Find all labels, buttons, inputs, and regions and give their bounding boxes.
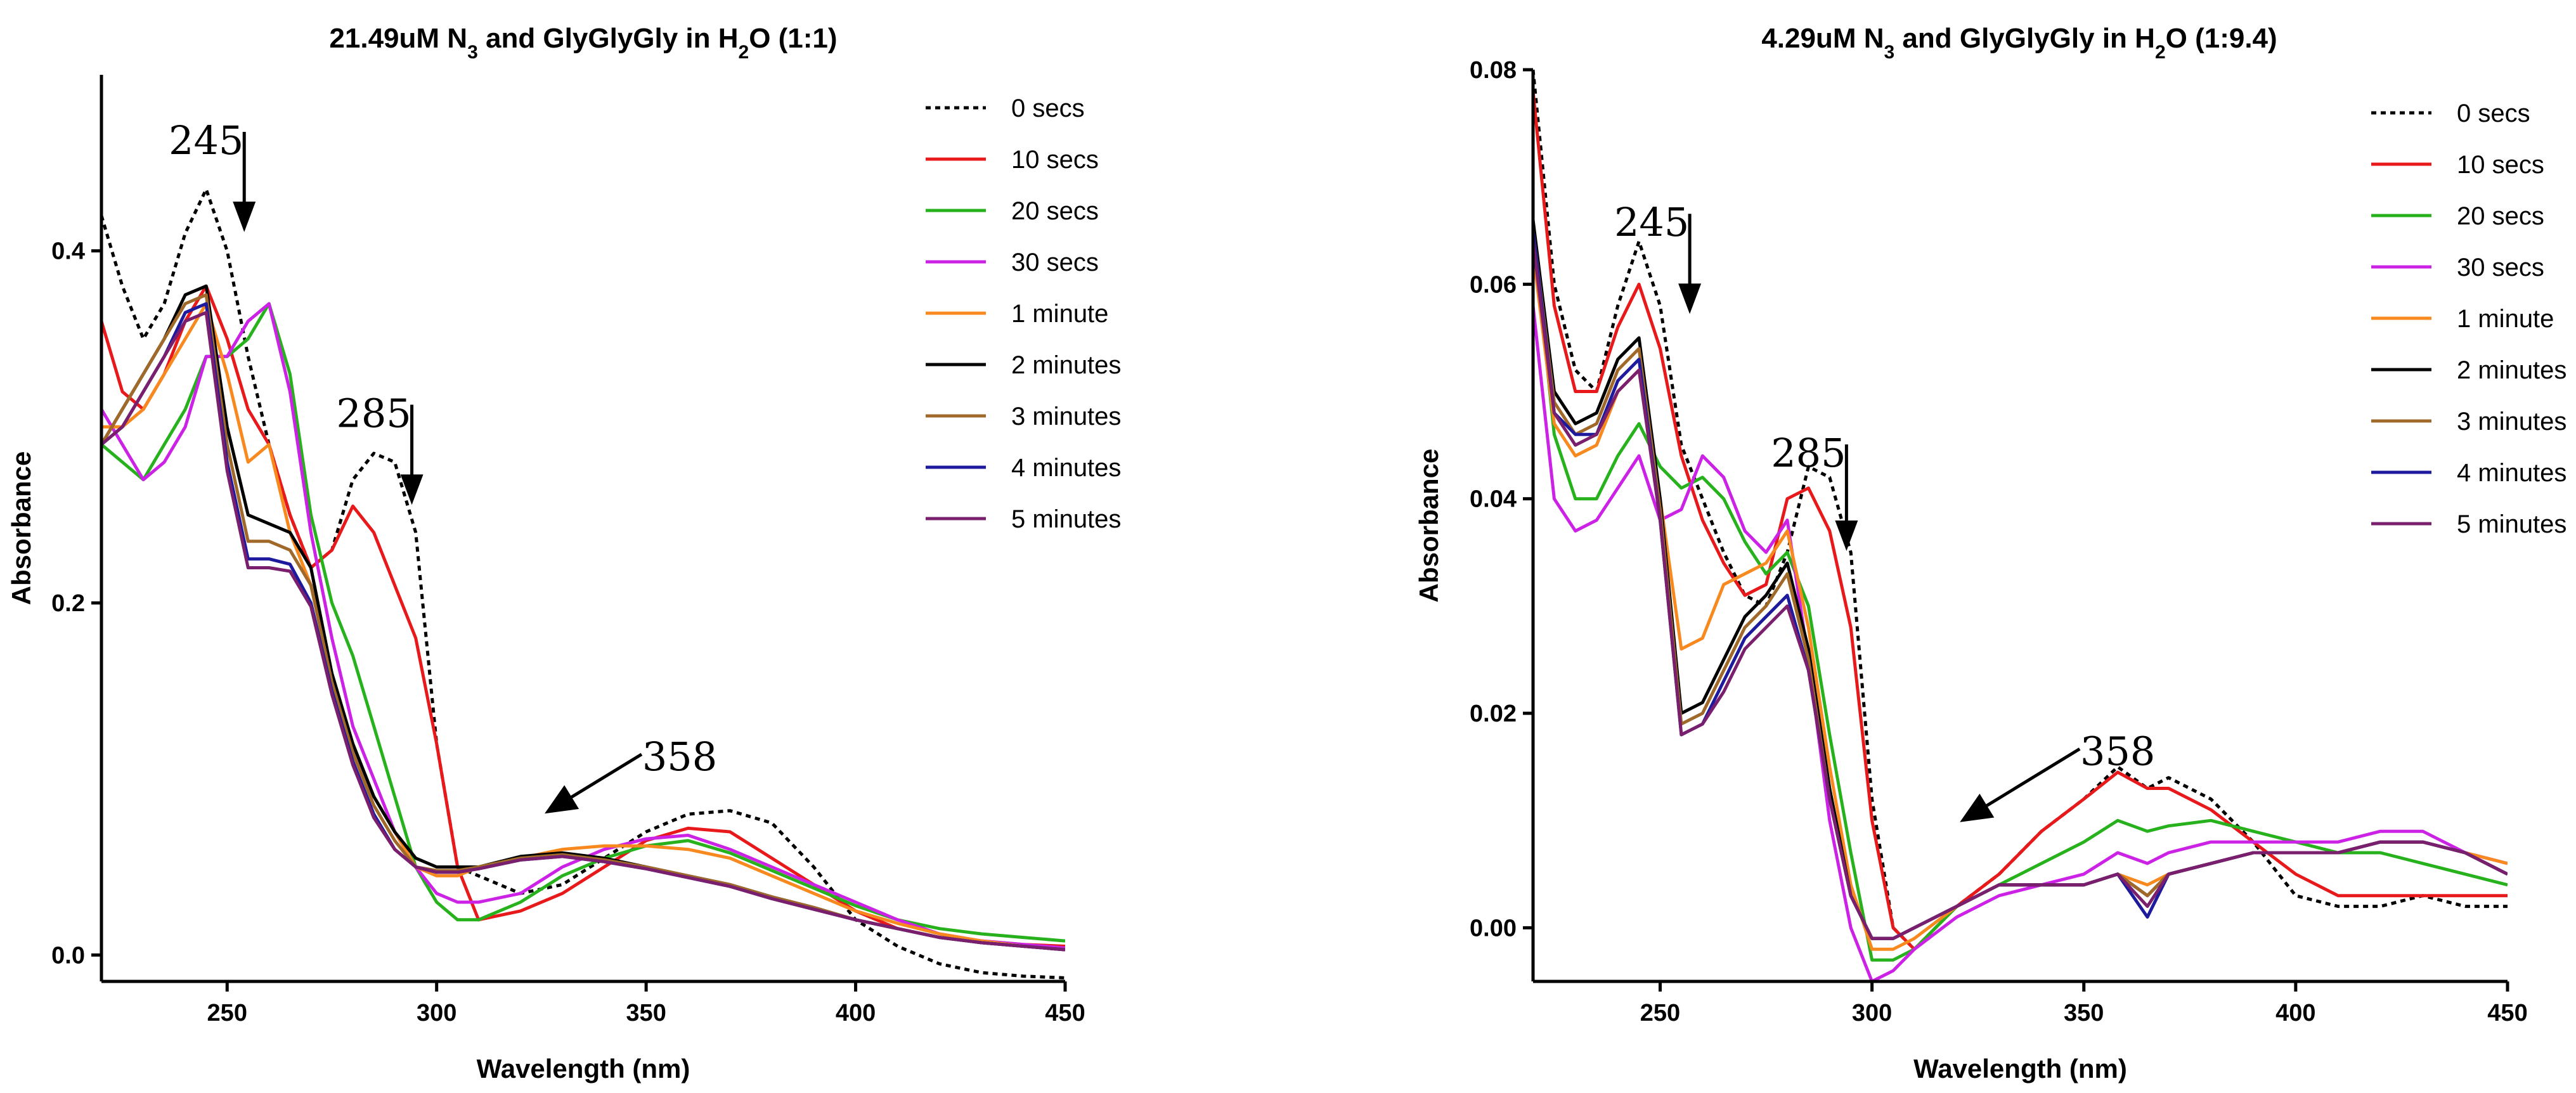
legend-label: 0 secs bbox=[1011, 94, 1085, 122]
legend: 0 secs 10 secs 20 secs 30 secs 1 minute 2 min… bbox=[2371, 100, 2566, 538]
legend-label: 0 secs bbox=[2457, 100, 2530, 127]
series-line-1-minute bbox=[1533, 252, 2508, 951]
y-tick-label: 0.08 bbox=[1470, 57, 1517, 84]
x-tick-label: 300 bbox=[1852, 1000, 1892, 1026]
legend-label: 5 minutes bbox=[1011, 505, 1121, 533]
peak-annotation-label: 358 bbox=[642, 734, 717, 780]
annotation-arrowhead bbox=[233, 201, 256, 232]
y-axis-label: Absorbance bbox=[6, 451, 36, 605]
peak-annotation-label: 245 bbox=[1614, 199, 1689, 245]
legend-label: 4 minutes bbox=[1011, 454, 1121, 482]
x-tick-label: 400 bbox=[836, 1000, 876, 1026]
legend-label: 10 secs bbox=[1011, 146, 1099, 174]
legend-label: 30 secs bbox=[1011, 249, 1099, 276]
chart-title: 4.29uM N3 and GlyGlyGly in H2O (1:9.4) bbox=[1761, 23, 2277, 63]
series-line-0-secs bbox=[1533, 69, 2508, 951]
y-tick-label: 0.2 bbox=[51, 590, 85, 617]
annotation-arrowhead bbox=[1835, 520, 1858, 551]
series-line-3-minutes bbox=[1533, 230, 2508, 940]
legend-label: 30 secs bbox=[2457, 254, 2544, 281]
y-tick-label: 0.04 bbox=[1470, 486, 1517, 513]
peak-annotation-label: 285 bbox=[336, 390, 411, 436]
x-axis-label: Wavelength (nm) bbox=[477, 1054, 690, 1083]
annotation-arrowhead bbox=[1960, 793, 1995, 822]
legend-label: 5 minutes bbox=[2457, 510, 2566, 538]
x-tick-label: 350 bbox=[626, 1000, 666, 1026]
series-line-0-secs bbox=[101, 188, 1065, 980]
legend-label: 1 minute bbox=[1011, 300, 1108, 328]
right-chart: 4.29uM N3 and GlyGlyGly in H2O (1:9.4) 25… bbox=[1414, 23, 2566, 1083]
y-tick-label: 0.06 bbox=[1470, 271, 1517, 298]
series-line-30-secs bbox=[1533, 305, 2508, 981]
x-tick-label: 350 bbox=[2064, 1000, 2104, 1026]
legend-label: 2 minutes bbox=[2457, 356, 2566, 384]
series-line-3-minutes bbox=[101, 293, 1065, 952]
peak-annotation-label: 358 bbox=[2080, 728, 2155, 774]
x-tick-label: 250 bbox=[207, 1000, 247, 1026]
series-line-2-minutes bbox=[1533, 219, 2508, 940]
peak-annotation-label: 245 bbox=[169, 117, 243, 164]
y-tick-label: 0.02 bbox=[1470, 701, 1517, 727]
left-chart: 21.49uM N3 and GlyGlyGly in H2O (1:1) 250… bbox=[6, 23, 1121, 1083]
x-tick-label: 250 bbox=[1640, 1000, 1680, 1026]
annotation-arrow bbox=[560, 753, 643, 805]
legend-label: 2 minutes bbox=[1011, 351, 1121, 379]
legend-label: 4 minutes bbox=[2457, 459, 2566, 487]
annotation-arrow bbox=[1975, 747, 2081, 813]
annotation-arrowhead bbox=[545, 785, 579, 814]
x-tick-label: 400 bbox=[2275, 1000, 2315, 1026]
annotation-arrowhead bbox=[1678, 283, 1702, 314]
peak-annotation-label: 285 bbox=[1771, 430, 1846, 476]
legend-label: 20 secs bbox=[1011, 197, 1099, 225]
series-group bbox=[101, 188, 1065, 980]
y-axis-label: Absorbance bbox=[1414, 449, 1444, 603]
legend-label: 3 minutes bbox=[1011, 403, 1121, 430]
series-line-10-secs bbox=[1533, 91, 2508, 951]
series-line-4-minutes bbox=[1533, 230, 2508, 940]
x-tick-label: 300 bbox=[417, 1000, 456, 1026]
series-line-5-minutes bbox=[1533, 241, 2508, 940]
x-axis-label: Wavelength (nm) bbox=[1913, 1054, 2127, 1083]
x-tick-label: 450 bbox=[1045, 1000, 1085, 1026]
legend-label: 3 minutes bbox=[2457, 408, 2566, 436]
legend-label: 10 secs bbox=[2457, 151, 2544, 179]
series-line-2-minutes bbox=[101, 284, 1065, 952]
legend: 0 secs 10 secs 20 secs 30 secs 1 minute 2 min… bbox=[926, 94, 1121, 533]
y-tick-label: 0.00 bbox=[1470, 915, 1517, 941]
series-line-10-secs bbox=[101, 284, 1065, 948]
annotation-arrowhead bbox=[400, 474, 424, 505]
y-tick-label: 0.0 bbox=[51, 942, 85, 969]
x-tick-label: 450 bbox=[2487, 1000, 2527, 1026]
y-tick-label: 0.4 bbox=[51, 238, 85, 265]
series-line-5-minutes bbox=[101, 311, 1065, 952]
legend-label: 1 minute bbox=[2457, 305, 2554, 333]
chart-title: 21.49uM N3 and GlyGlyGly in H2O (1:1) bbox=[329, 23, 837, 63]
legend-label: 20 secs bbox=[2457, 202, 2544, 230]
series-group bbox=[1533, 69, 2508, 981]
